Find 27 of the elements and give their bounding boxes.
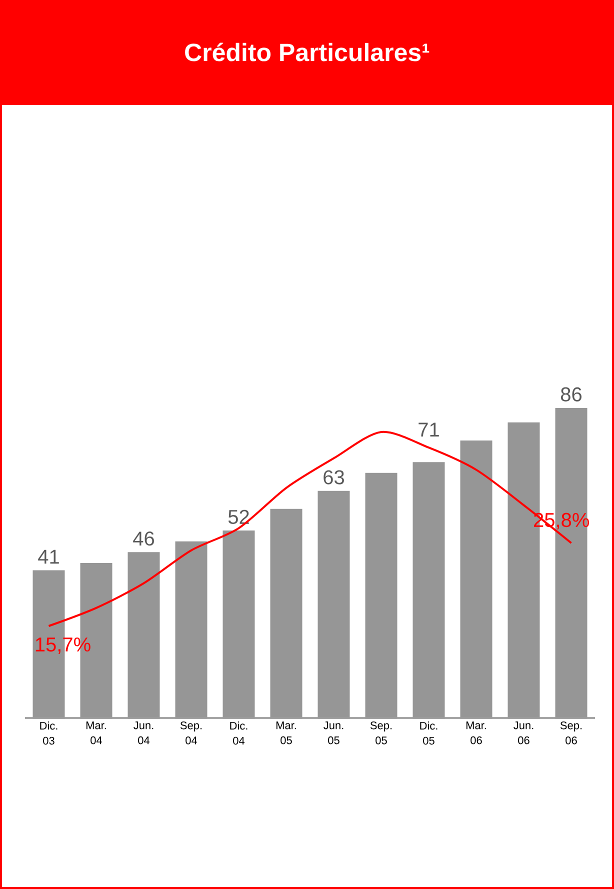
x-tick-label: Sep. 04 [180, 722, 202, 744]
data-label: 52 [228, 510, 249, 524]
x-tick-label: Dic. 05 [420, 722, 438, 745]
bar [365, 472, 398, 718]
bar [270, 508, 302, 718]
bar [460, 440, 492, 718]
data-label: 71 [418, 422, 439, 437]
data-label: 63 [324, 470, 344, 484]
data-label: 46 [133, 531, 154, 546]
x-tick-label: Mar. 05 [276, 722, 296, 744]
data-label: 86 [560, 387, 582, 402]
bar [412, 462, 445, 718]
x-tick-label: Dic. 03 [40, 722, 58, 745]
x-tick-label: Jun. 06 [514, 722, 534, 744]
bar [318, 490, 350, 718]
chart-title: Crédito Particulares¹ [185, 42, 430, 62]
x-tick-label: Dic. 04 [230, 722, 248, 745]
x-tick-label: Mar. 04 [86, 722, 106, 744]
bar [222, 530, 255, 718]
x-tick-label: Sep. 06 [560, 722, 582, 744]
x-tick-label: Jun. 05 [324, 722, 344, 744]
x-tick-label: Sep. 05 [370, 722, 392, 744]
x-tick-label: Jun. 04 [134, 722, 154, 744]
data-label: 41 [38, 550, 59, 564]
bar [128, 552, 160, 718]
x-tick-label: Mar. 06 [466, 722, 486, 744]
bar [175, 541, 208, 718]
